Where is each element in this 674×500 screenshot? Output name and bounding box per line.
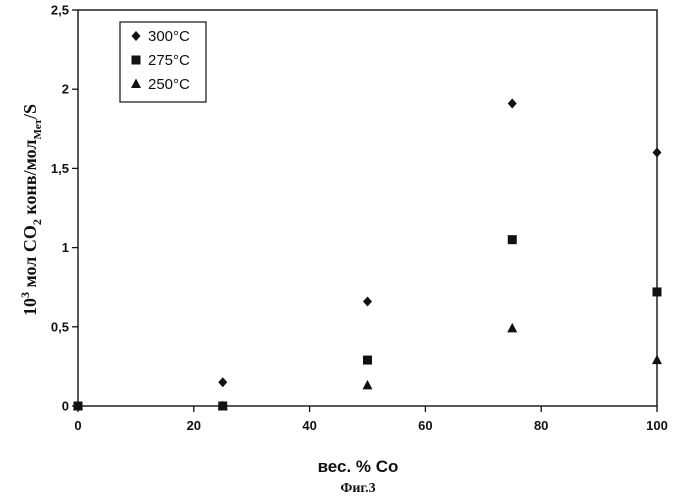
legend: 300°C 275°C 250°C xyxy=(120,22,206,102)
x-tick-label: 40 xyxy=(302,418,316,433)
point-275c xyxy=(653,287,662,296)
point-250c xyxy=(363,380,373,390)
point-300c xyxy=(363,296,372,306)
legend-label-275c: 275°C xyxy=(148,52,190,69)
y-tick-label: 1 xyxy=(62,240,69,255)
point-300c xyxy=(218,377,227,387)
x-ticks: 0 20 40 60 80 100 xyxy=(74,406,667,433)
x-tick-label: 0 xyxy=(74,418,81,433)
point-300c xyxy=(653,148,662,158)
x-tick-label: 20 xyxy=(187,418,201,433)
point-275c xyxy=(508,235,517,244)
y-axis-label: 103 мол CO2 конв/молМет/S xyxy=(18,104,44,316)
y-tick-label: 1,5 xyxy=(51,161,69,176)
x-axis-label: вес. % Co xyxy=(318,457,399,476)
y-tick-label: 2 xyxy=(62,82,69,97)
x-tick-label: 60 xyxy=(418,418,432,433)
point-300c xyxy=(508,98,517,108)
point-250c xyxy=(507,323,517,333)
point-250c xyxy=(652,355,662,365)
legend-label-250c: 250°C xyxy=(148,76,190,93)
legend-marker-275c xyxy=(132,56,141,65)
y-tick-label: 2,5 xyxy=(51,3,69,18)
figure-caption: Фиг.3 xyxy=(340,481,375,496)
y-tick-label: 0 xyxy=(62,399,69,414)
y-tick-label: 0,5 xyxy=(51,319,69,334)
legend-label-300c: 300°C xyxy=(148,28,190,45)
y-ticks: 0 0,5 1 1,5 2 2,5 xyxy=(51,3,78,414)
x-tick-label: 80 xyxy=(534,418,548,433)
data-points xyxy=(73,98,662,411)
point-275c xyxy=(363,356,372,365)
x-tick-label: 100 xyxy=(646,418,668,433)
